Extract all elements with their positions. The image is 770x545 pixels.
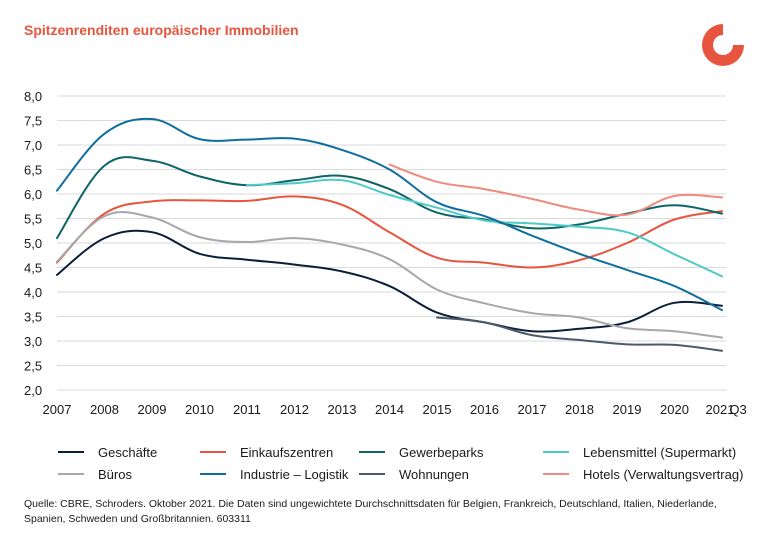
y-tick-label: 8,0 bbox=[24, 89, 42, 104]
x-tick-label: 2010 bbox=[185, 402, 214, 417]
x-tick-label: 2020 bbox=[660, 402, 689, 417]
y-tick-label: 5,0 bbox=[24, 236, 42, 251]
series-line-industrie-logistik bbox=[56, 117, 723, 312]
x-tick-label: Q3 bbox=[729, 402, 746, 417]
legend-swatch bbox=[200, 451, 226, 453]
series-line-hotels-verwaltungsvertrag bbox=[388, 163, 723, 217]
legend-label: Hotels (Verwaltungsvertrag) bbox=[583, 466, 744, 482]
series-line-lebensmittel-supermarkt bbox=[246, 178, 723, 278]
series-line-büros bbox=[56, 211, 723, 339]
y-tick-label: 4,0 bbox=[24, 285, 42, 300]
legend-label: Industrie – Logistik bbox=[240, 466, 349, 482]
legend-swatch bbox=[359, 473, 385, 475]
series-line-gewerbeparks bbox=[56, 156, 723, 240]
x-tick-label: 2019 bbox=[613, 402, 642, 417]
legend-item: Lebensmittel (Supermarkt) bbox=[543, 442, 736, 462]
x-tick-label: 2012 bbox=[280, 402, 309, 417]
legend-label: Gewerbeparks bbox=[399, 444, 484, 460]
x-tick-label: 2011 bbox=[233, 402, 261, 417]
legend-item: Einkaufszentren bbox=[200, 442, 333, 462]
legend-item: Büros bbox=[58, 464, 132, 484]
brand-logo bbox=[702, 22, 746, 66]
y-tick-label: 3,5 bbox=[24, 310, 42, 325]
x-tick-label: 2017 bbox=[518, 402, 547, 417]
y-tick-label: 4,5 bbox=[24, 261, 42, 276]
legend-swatch bbox=[543, 451, 569, 453]
legend-swatch bbox=[359, 451, 385, 453]
legend-swatch bbox=[58, 473, 84, 475]
chart-grid bbox=[57, 95, 726, 391]
x-tick-label: 2007 bbox=[43, 402, 72, 417]
y-tick-label: 2,5 bbox=[24, 359, 42, 374]
legend-item: Gewerbeparks bbox=[359, 442, 484, 462]
series-line-einkaufszentren bbox=[56, 195, 723, 269]
legend-label: Lebensmittel (Supermarkt) bbox=[583, 444, 737, 460]
x-tick-label: 2021 bbox=[706, 402, 735, 417]
legend-label: Einkaufszentren bbox=[240, 444, 334, 460]
chart-legend: Geschäfte Einkaufszentren Gewerbeparks Lebe… bbox=[58, 440, 758, 492]
y-tick-label: 3,0 bbox=[24, 334, 42, 349]
x-tick-label: 2009 bbox=[138, 402, 167, 417]
legend-item: Industrie – Logistik bbox=[200, 464, 348, 484]
y-tick-label: 2,0 bbox=[24, 383, 42, 398]
legend-item: Hotels (Verwaltungsvertrag) bbox=[543, 464, 743, 484]
x-tick-label: 2008 bbox=[90, 402, 119, 417]
legend-swatch bbox=[200, 473, 226, 475]
y-axis-ticks: 2,0 2,5 3,0 3,5 4,0 4,5 5,0 5,5 6,0 6,5 7,0 7,5 8,0 bbox=[24, 89, 42, 398]
legend-label: Geschäfte bbox=[98, 444, 158, 460]
chart-series bbox=[56, 117, 723, 352]
legend-item: Wohnungen bbox=[359, 464, 469, 484]
chart-title: Spitzenrenditen europäischer Immobilien bbox=[24, 22, 299, 38]
legend-swatch bbox=[58, 451, 84, 453]
y-tick-label: 7,5 bbox=[24, 114, 42, 129]
series-line-wohnungen bbox=[436, 316, 723, 352]
y-tick-label: 7,0 bbox=[24, 138, 42, 153]
x-axis-ticks: 2007 2008 2009 2010 2011 2012 2013 2014 2015 2016… bbox=[43, 402, 747, 417]
x-tick-label: 2015 bbox=[423, 402, 452, 417]
y-tick-label: 6,0 bbox=[24, 187, 42, 202]
x-tick-label: 2018 bbox=[565, 402, 594, 417]
source-note: Quelle: CBRE, Schroders. Oktober 2021. D… bbox=[24, 498, 717, 525]
x-tick-label: 2014 bbox=[375, 402, 404, 417]
y-tick-label: 5,5 bbox=[24, 212, 42, 227]
legend-swatch bbox=[543, 473, 569, 475]
x-tick-label: 2016 bbox=[470, 402, 499, 417]
line-chart: 2,02,53,03,54,04,55,05,56,06,57,07,58,0 … bbox=[24, 89, 747, 417]
x-tick-label: 2013 bbox=[328, 402, 357, 417]
legend-label: Wohnungen bbox=[399, 466, 469, 482]
y-tick-label: 6,5 bbox=[24, 163, 42, 178]
legend-label: Büros bbox=[98, 466, 132, 482]
legend-item: Geschäfte bbox=[58, 442, 157, 462]
